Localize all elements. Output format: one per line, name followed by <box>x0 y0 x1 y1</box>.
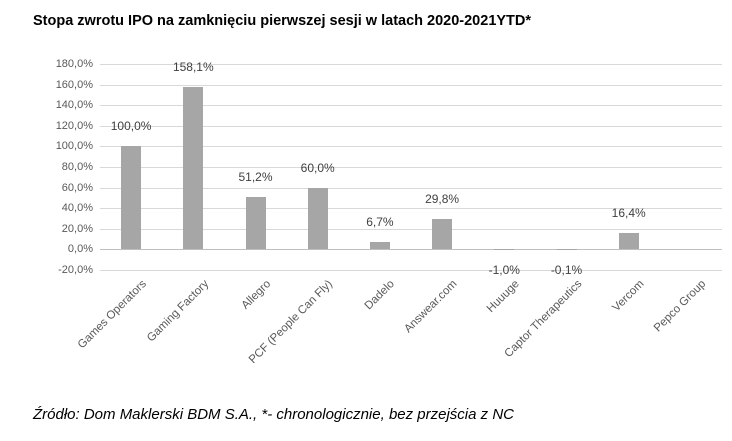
y-axis-tick-label: 20,0% <box>61 222 93 235</box>
y-axis-tick-label: 160,0% <box>55 78 93 91</box>
gridline <box>100 167 722 168</box>
gridline <box>100 125 722 127</box>
x-axis-line <box>100 249 722 251</box>
gridline <box>100 146 722 148</box>
y-axis-tick-label: 80,0% <box>61 161 93 173</box>
bar <box>245 196 266 250</box>
x-axis-category-label: Games Operators <box>75 278 149 352</box>
x-axis-category-label: Allegro <box>239 278 273 312</box>
x-axis-category-label: Answear.com <box>402 278 460 336</box>
bar-value-label: 29,8% <box>425 191 460 206</box>
bar-value-label: 158,1% <box>172 59 214 74</box>
chart-title: Stopa zwrotu IPO na zamknięciu pierwszej… <box>33 13 532 29</box>
bar-value-label: 100,0% <box>110 119 152 134</box>
gridline <box>100 64 722 65</box>
bar <box>307 187 328 250</box>
y-axis-tick-label: 0,0% <box>67 243 93 256</box>
bar <box>618 232 639 250</box>
y-axis-tick-label: 40,0% <box>61 202 93 215</box>
gridline <box>100 228 722 230</box>
bar <box>369 242 390 250</box>
bar <box>432 218 453 250</box>
bar-value-label: 51,2% <box>238 169 273 184</box>
gridline <box>100 187 722 189</box>
gridline <box>100 208 722 210</box>
bar <box>183 86 204 250</box>
x-axis-category-label: Gaming Factory <box>144 278 211 345</box>
gridline <box>100 105 722 107</box>
y-axis-tick-label: 140,0% <box>55 99 93 112</box>
x-axis-category-label: Pepco Group <box>651 278 709 335</box>
bar-value-label: 6,7% <box>366 215 394 230</box>
bar <box>494 249 515 251</box>
y-axis-tick-label: 60,0% <box>61 181 93 194</box>
y-axis-tick-label: 180,0% <box>55 58 93 70</box>
y-axis-tick-label: 120,0% <box>55 119 93 132</box>
y-axis-tick-label: -20,0% <box>58 264 93 276</box>
bar-value-label: 60,0% <box>300 160 335 175</box>
y-axis-tick-label: 100,0% <box>55 140 93 153</box>
bar-value-label: 16,4% <box>611 205 646 220</box>
bar-value-label: -1,0% <box>488 263 520 278</box>
x-axis-category-label: Dadelo <box>363 278 398 313</box>
bar <box>121 146 142 250</box>
gridline <box>100 84 722 86</box>
gridline <box>100 270 722 271</box>
bar-value-label: -0,1% <box>550 262 583 277</box>
x-axis-category-label: Vercom <box>610 278 647 315</box>
x-axis-category-label: Huuuge <box>484 278 522 315</box>
source-note: Źródło: Dom Maklerski BDM S.A., *- chron… <box>33 406 514 423</box>
